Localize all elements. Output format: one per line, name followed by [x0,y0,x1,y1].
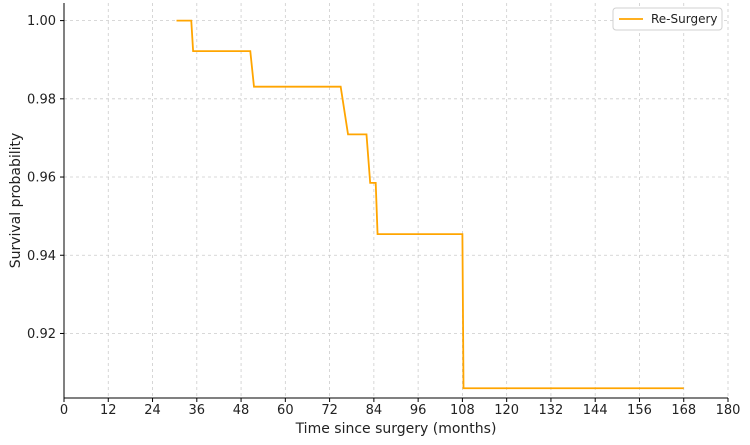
x-tick-label: 156 [627,403,652,418]
y-tick-label: 0.92 [27,327,56,342]
x-tick-label: 48 [233,403,250,418]
series-line-re-surgery [176,19,684,390]
x-tick-label: 12 [100,403,117,418]
series [176,19,684,390]
x-tick-label: 60 [277,403,294,418]
y-axis-title: Survival probability [8,133,24,269]
legend-label-re-surgery: Re-Surgery [651,12,718,26]
x-tick-label: 84 [366,403,383,418]
x-tick-label: 96 [410,403,427,418]
x-tick-label: 72 [321,403,338,418]
x-tick-label: 120 [494,403,519,418]
y-tick-label: 0.94 [27,249,56,264]
x-tick-label: 180 [716,403,741,418]
legend-box [612,7,723,31]
x-ticks: 0 12 24 36 48 60 72 84 96 108 120 132 144 156 168 180 [60,398,741,418]
x-tick-label: 132 [539,403,564,418]
y-tick-label: 0.96 [27,171,56,186]
x-axis-title: Time since surgery (months) [295,421,497,437]
y-ticks: 0.92 0.94 0.96 0.98 1.00 [27,14,64,342]
x-tick-label: 0 [60,403,68,418]
x-tick-label: 36 [189,403,206,418]
x-tick-label: 24 [144,403,161,418]
x-tick-label: 108 [450,403,475,418]
grid [63,3,729,398]
x-tick-label: 168 [671,403,696,418]
axes [63,3,728,399]
x-tick-label: 144 [583,403,608,418]
legend: Re-Surgery [612,7,723,31]
y-tick-label: 0.98 [27,92,56,107]
y-tick-label: 1.00 [27,14,56,29]
